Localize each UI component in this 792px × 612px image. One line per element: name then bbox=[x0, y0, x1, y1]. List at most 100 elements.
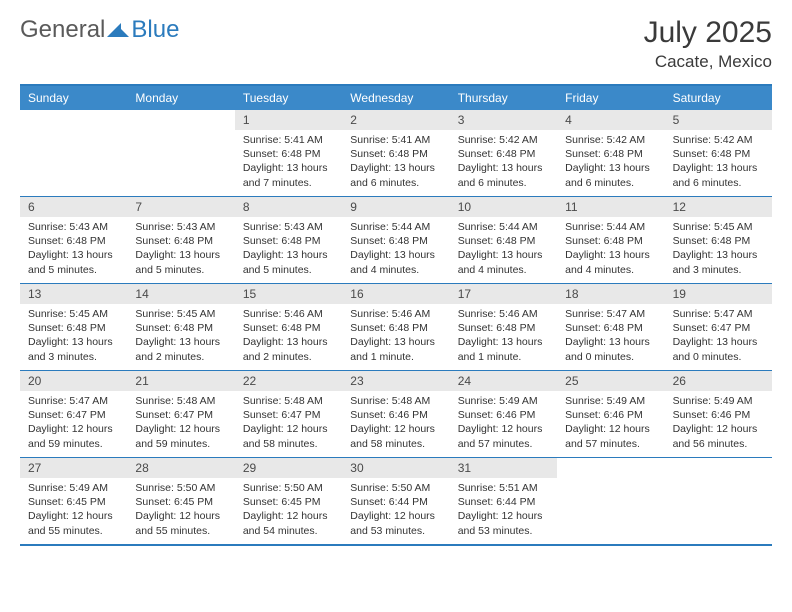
day-of-week: Friday bbox=[557, 86, 664, 110]
daylight-line: Daylight: 12 hours and 53 minutes. bbox=[350, 509, 441, 537]
daylight-line: Daylight: 12 hours and 59 minutes. bbox=[28, 422, 119, 450]
day-number: 17 bbox=[450, 284, 557, 304]
sunset-line: Sunset: 6:47 PM bbox=[243, 408, 334, 422]
day-number: 22 bbox=[235, 371, 342, 391]
day-of-week: Monday bbox=[127, 86, 234, 110]
daylight-line: Daylight: 12 hours and 57 minutes. bbox=[458, 422, 549, 450]
sunrise-line: Sunrise: 5:47 AM bbox=[673, 307, 764, 321]
logo-part2: Blue bbox=[131, 16, 179, 44]
sunrise-line: Sunrise: 5:43 AM bbox=[243, 220, 334, 234]
day-number: 28 bbox=[127, 458, 234, 478]
day-of-week-row: SundayMondayTuesdayWednesdayThursdayFrid… bbox=[20, 86, 772, 110]
day-number: 31 bbox=[450, 458, 557, 478]
day-body: Sunrise: 5:48 AMSunset: 6:47 PMDaylight:… bbox=[235, 391, 342, 455]
sunrise-line: Sunrise: 5:51 AM bbox=[458, 481, 549, 495]
day-cell: 27Sunrise: 5:49 AMSunset: 6:45 PMDayligh… bbox=[20, 458, 127, 544]
sunset-line: Sunset: 6:48 PM bbox=[135, 321, 226, 335]
day-of-week: Wednesday bbox=[342, 86, 449, 110]
daylight-line: Daylight: 13 hours and 5 minutes. bbox=[28, 248, 119, 276]
day-number: 16 bbox=[342, 284, 449, 304]
daylight-line: Daylight: 13 hours and 6 minutes. bbox=[673, 161, 764, 189]
day-body: Sunrise: 5:49 AMSunset: 6:46 PMDaylight:… bbox=[450, 391, 557, 455]
day-number: 3 bbox=[450, 110, 557, 130]
day-number: 21 bbox=[127, 371, 234, 391]
location: Cacate, Mexico bbox=[644, 52, 772, 72]
title-block: July 2025 Cacate, Mexico bbox=[644, 16, 772, 72]
sunset-line: Sunset: 6:48 PM bbox=[458, 321, 549, 335]
day-of-week: Thursday bbox=[450, 86, 557, 110]
calendar: SundayMondayTuesdayWednesdayThursdayFrid… bbox=[20, 84, 772, 546]
daylight-line: Daylight: 12 hours and 57 minutes. bbox=[565, 422, 656, 450]
sunrise-line: Sunrise: 5:42 AM bbox=[565, 133, 656, 147]
daylight-line: Daylight: 12 hours and 56 minutes. bbox=[673, 422, 764, 450]
day-body: Sunrise: 5:46 AMSunset: 6:48 PMDaylight:… bbox=[342, 304, 449, 368]
day-cell bbox=[127, 110, 234, 196]
day-of-week: Sunday bbox=[20, 86, 127, 110]
daylight-line: Daylight: 12 hours and 55 minutes. bbox=[28, 509, 119, 537]
day-body: Sunrise: 5:50 AMSunset: 6:45 PMDaylight:… bbox=[235, 478, 342, 542]
day-cell: 25Sunrise: 5:49 AMSunset: 6:46 PMDayligh… bbox=[557, 371, 664, 457]
sunset-line: Sunset: 6:48 PM bbox=[458, 147, 549, 161]
day-number: 10 bbox=[450, 197, 557, 217]
day-number: 1 bbox=[235, 110, 342, 130]
day-cell: 7Sunrise: 5:43 AMSunset: 6:48 PMDaylight… bbox=[127, 197, 234, 283]
sunset-line: Sunset: 6:47 PM bbox=[135, 408, 226, 422]
sunset-line: Sunset: 6:48 PM bbox=[458, 234, 549, 248]
sunset-line: Sunset: 6:48 PM bbox=[565, 234, 656, 248]
daylight-line: Daylight: 13 hours and 4 minutes. bbox=[565, 248, 656, 276]
day-body: Sunrise: 5:45 AMSunset: 6:48 PMDaylight:… bbox=[20, 304, 127, 368]
day-body: Sunrise: 5:42 AMSunset: 6:48 PMDaylight:… bbox=[557, 130, 664, 194]
sunset-line: Sunset: 6:48 PM bbox=[243, 147, 334, 161]
week-row: 20Sunrise: 5:47 AMSunset: 6:47 PMDayligh… bbox=[20, 370, 772, 457]
sunrise-line: Sunrise: 5:44 AM bbox=[565, 220, 656, 234]
daylight-line: Daylight: 13 hours and 1 minute. bbox=[458, 335, 549, 363]
day-cell: 3Sunrise: 5:42 AMSunset: 6:48 PMDaylight… bbox=[450, 110, 557, 196]
day-number: 20 bbox=[20, 371, 127, 391]
sunrise-line: Sunrise: 5:45 AM bbox=[673, 220, 764, 234]
day-number: 18 bbox=[557, 284, 664, 304]
daylight-line: Daylight: 13 hours and 2 minutes. bbox=[243, 335, 334, 363]
sunrise-line: Sunrise: 5:48 AM bbox=[135, 394, 226, 408]
sunset-line: Sunset: 6:45 PM bbox=[135, 495, 226, 509]
sunrise-line: Sunrise: 5:49 AM bbox=[458, 394, 549, 408]
sunset-line: Sunset: 6:46 PM bbox=[458, 408, 549, 422]
day-number: 5 bbox=[665, 110, 772, 130]
day-number: 23 bbox=[342, 371, 449, 391]
day-cell: 16Sunrise: 5:46 AMSunset: 6:48 PMDayligh… bbox=[342, 284, 449, 370]
day-cell: 31Sunrise: 5:51 AMSunset: 6:44 PMDayligh… bbox=[450, 458, 557, 544]
sunset-line: Sunset: 6:48 PM bbox=[673, 147, 764, 161]
sunset-line: Sunset: 6:48 PM bbox=[28, 321, 119, 335]
header: General Blue July 2025 Cacate, Mexico bbox=[20, 16, 772, 72]
day-cell: 2Sunrise: 5:41 AMSunset: 6:48 PMDaylight… bbox=[342, 110, 449, 196]
day-number: 15 bbox=[235, 284, 342, 304]
day-cell: 21Sunrise: 5:48 AMSunset: 6:47 PMDayligh… bbox=[127, 371, 234, 457]
sunset-line: Sunset: 6:48 PM bbox=[135, 234, 226, 248]
day-body: Sunrise: 5:47 AMSunset: 6:48 PMDaylight:… bbox=[557, 304, 664, 368]
day-body: Sunrise: 5:51 AMSunset: 6:44 PMDaylight:… bbox=[450, 478, 557, 542]
day-body: Sunrise: 5:49 AMSunset: 6:46 PMDaylight:… bbox=[665, 391, 772, 455]
day-cell bbox=[665, 458, 772, 544]
sunset-line: Sunset: 6:44 PM bbox=[350, 495, 441, 509]
sunset-line: Sunset: 6:48 PM bbox=[350, 147, 441, 161]
sunrise-line: Sunrise: 5:48 AM bbox=[243, 394, 334, 408]
daylight-line: Daylight: 13 hours and 5 minutes. bbox=[243, 248, 334, 276]
sunset-line: Sunset: 6:46 PM bbox=[673, 408, 764, 422]
day-number: 14 bbox=[127, 284, 234, 304]
daylight-line: Daylight: 12 hours and 54 minutes. bbox=[243, 509, 334, 537]
day-body: Sunrise: 5:46 AMSunset: 6:48 PMDaylight:… bbox=[450, 304, 557, 368]
daylight-line: Daylight: 13 hours and 6 minutes. bbox=[565, 161, 656, 189]
daylight-line: Daylight: 13 hours and 6 minutes. bbox=[350, 161, 441, 189]
day-number: 6 bbox=[20, 197, 127, 217]
day-number: 30 bbox=[342, 458, 449, 478]
sunrise-line: Sunrise: 5:49 AM bbox=[673, 394, 764, 408]
day-cell: 20Sunrise: 5:47 AMSunset: 6:47 PMDayligh… bbox=[20, 371, 127, 457]
sunrise-line: Sunrise: 5:43 AM bbox=[28, 220, 119, 234]
sunrise-line: Sunrise: 5:41 AM bbox=[350, 133, 441, 147]
sunset-line: Sunset: 6:45 PM bbox=[28, 495, 119, 509]
sunset-line: Sunset: 6:44 PM bbox=[458, 495, 549, 509]
month-title: July 2025 bbox=[644, 16, 772, 50]
weeks-container: 1Sunrise: 5:41 AMSunset: 6:48 PMDaylight… bbox=[20, 110, 772, 544]
day-cell: 28Sunrise: 5:50 AMSunset: 6:45 PMDayligh… bbox=[127, 458, 234, 544]
day-cell: 4Sunrise: 5:42 AMSunset: 6:48 PMDaylight… bbox=[557, 110, 664, 196]
sunset-line: Sunset: 6:48 PM bbox=[243, 234, 334, 248]
